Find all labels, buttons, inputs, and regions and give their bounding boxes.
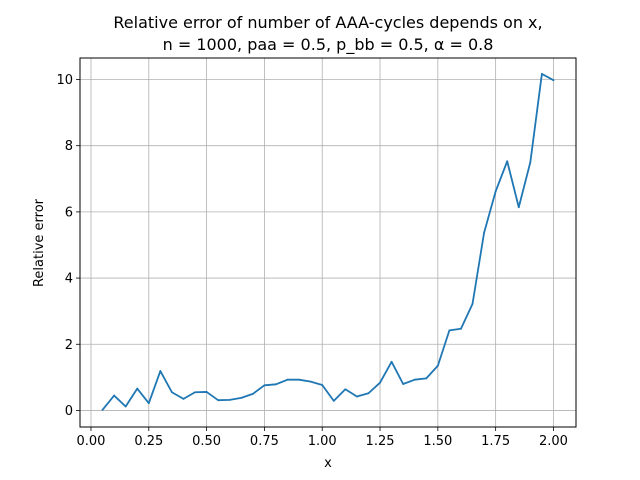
data-point — [390, 360, 393, 363]
plot-frame — [79, 57, 577, 428]
data-point — [471, 302, 474, 305]
data-point — [460, 327, 462, 330]
y-axis-label: Relative error — [32, 198, 47, 287]
data-point — [124, 405, 127, 408]
data-point — [275, 383, 277, 386]
data-point — [251, 393, 254, 395]
data-point — [298, 378, 300, 381]
data-series-layer — [101, 72, 555, 411]
y-tick-label: 2 — [65, 338, 73, 353]
x-tick-label: 0.75 — [250, 434, 279, 449]
data-point — [217, 399, 220, 402]
y-tick-label: 0 — [65, 404, 73, 419]
data-point — [194, 391, 196, 394]
x-tick-label: 1.50 — [423, 434, 452, 449]
data-point — [529, 161, 532, 164]
series-line — [101, 72, 555, 411]
x-tick-label: 0.25 — [134, 434, 163, 449]
data-point — [344, 388, 347, 391]
data-point — [286, 378, 289, 381]
x-tick-label: 1.25 — [366, 434, 395, 449]
data-point — [506, 160, 509, 163]
data-point — [517, 206, 520, 209]
x-tick-label: 2.00 — [539, 434, 568, 449]
data-point — [205, 391, 208, 393]
y-tick-label: 8 — [65, 139, 73, 154]
data-point — [309, 380, 312, 383]
data-point — [483, 231, 485, 234]
data-point — [171, 391, 173, 394]
chart-title-line-1: Relative error of number of AAA-cycles d… — [113, 13, 542, 32]
data-point — [436, 364, 439, 367]
data-point — [494, 190, 497, 193]
data-point — [321, 384, 324, 386]
data-point — [136, 387, 139, 390]
data-point — [228, 398, 231, 401]
data-point — [356, 395, 358, 398]
data-point — [113, 394, 116, 397]
data-point — [147, 402, 150, 405]
data-point — [367, 392, 370, 395]
data-point — [182, 397, 185, 400]
data-point — [413, 378, 416, 381]
x-axis-label: x — [324, 456, 332, 471]
x-axis-ticks: 0.00 0.25 0.50 0.75 1.00 1.25 1.50 1.75 2.00 — [77, 427, 568, 449]
data-point — [101, 408, 104, 411]
x-tick-label: 0.50 — [192, 434, 221, 449]
data-point — [402, 383, 405, 385]
data-point — [159, 370, 162, 372]
x-tick-label: 0.00 — [77, 434, 106, 449]
y-tick-label: 6 — [65, 205, 73, 220]
data-point — [552, 79, 555, 82]
x-tick-label: 1.00 — [308, 434, 337, 449]
y-axis-ticks: 0 2 4 6 8 10 — [56, 73, 80, 419]
grid-lines — [80, 58, 576, 427]
data-point — [379, 381, 381, 384]
data-point — [263, 384, 266, 387]
data-point — [448, 329, 451, 332]
y-tick-label: 10 — [56, 73, 73, 88]
chart-title-line-2: n = 1000, paa = 0.5, p_bb = 0.5, α = 0.8 — [163, 35, 494, 55]
data-point — [332, 399, 335, 402]
data-point — [540, 72, 543, 75]
y-tick-label: 4 — [65, 272, 73, 287]
data-point — [240, 396, 243, 399]
x-tick-label: 1.75 — [481, 434, 510, 449]
data-point — [425, 377, 428, 380]
